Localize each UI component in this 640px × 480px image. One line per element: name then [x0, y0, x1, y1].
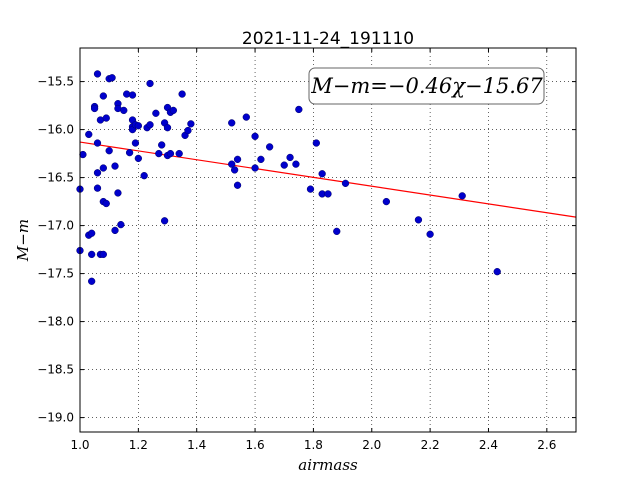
data-point — [163, 124, 172, 132]
annotation-text: M−m=−0.46χ−15.67 — [310, 74, 543, 98]
data-point — [146, 121, 154, 129]
data-point — [178, 90, 186, 98]
annotation-box — [308, 67, 545, 105]
data-point — [155, 149, 163, 158]
data-point — [333, 227, 341, 236]
y-tick-label: −18.5 — [37, 363, 74, 377]
data-point — [93, 139, 102, 147]
data-point — [146, 79, 154, 88]
data-point — [140, 172, 148, 180]
data-point — [102, 114, 110, 122]
grid-lines — [80, 48, 576, 432]
x-tick-label: 1.2 — [129, 438, 148, 452]
y-tick-label: −16.0 — [37, 123, 74, 137]
data-point — [233, 155, 242, 164]
data-point — [295, 105, 303, 114]
data-point — [292, 160, 300, 168]
x-tick-label: 2.2 — [421, 438, 440, 452]
data-point — [169, 106, 178, 115]
data-point — [458, 192, 466, 200]
data-point — [134, 154, 143, 163]
data-point — [257, 155, 265, 164]
x-tick-label: 1.4 — [187, 438, 206, 452]
data-point — [175, 149, 183, 158]
data-point — [382, 197, 391, 206]
x-axis-label: airmass — [298, 456, 358, 474]
data-point — [306, 185, 315, 193]
data-point — [117, 220, 125, 229]
data-point — [242, 113, 250, 121]
x-tick-label: 2.6 — [537, 438, 556, 452]
data-point — [286, 153, 294, 162]
data-point — [99, 92, 107, 100]
data-point — [99, 250, 107, 259]
data-point — [120, 106, 128, 115]
plot-frame — [79, 47, 577, 433]
y-tick-label: −17.0 — [37, 219, 74, 233]
data-point — [85, 130, 93, 139]
data-point — [280, 161, 288, 169]
data-point — [187, 120, 195, 128]
data-point — [158, 141, 166, 149]
data-points — [76, 70, 501, 285]
data-point — [312, 139, 320, 147]
data-point — [426, 230, 434, 238]
y-tick-label: −17.5 — [37, 267, 74, 281]
data-point — [93, 184, 102, 192]
data-point — [318, 170, 326, 178]
data-point — [324, 190, 332, 198]
data-point — [88, 277, 96, 285]
y-axis-label: M−m — [14, 219, 32, 262]
data-point — [152, 109, 160, 117]
fit-line — [79, 141, 577, 218]
data-point — [134, 122, 143, 130]
data-point — [265, 143, 274, 151]
data-point — [228, 160, 236, 168]
data-point — [251, 164, 259, 172]
y-tick-label: −19.0 — [37, 411, 74, 425]
data-point — [341, 179, 350, 188]
data-point — [88, 229, 96, 237]
data-point — [108, 74, 116, 82]
fit-line-group — [79, 141, 577, 218]
data-point — [88, 250, 96, 259]
data-point — [90, 104, 99, 113]
data-point — [93, 169, 102, 177]
x-tick-label: 2.4 — [479, 438, 498, 452]
data-point — [93, 70, 102, 78]
y-tick-label: −18.0 — [37, 315, 74, 329]
data-point — [493, 268, 501, 276]
data-point — [131, 139, 140, 147]
x-tick-label: 2.0 — [362, 438, 381, 452]
data-point — [184, 126, 192, 135]
y-tick-label: −15.5 — [37, 75, 74, 89]
x-tick-label: 1.8 — [304, 438, 323, 452]
x-tick-label: 1.6 — [246, 438, 265, 452]
data-point — [111, 162, 119, 170]
data-point — [125, 148, 134, 157]
data-point — [128, 91, 137, 99]
data-point — [160, 217, 169, 225]
y-tick-label: −16.5 — [37, 171, 74, 185]
fit-annotation: M−m=−0.46χ−15.67 — [308, 67, 545, 105]
data-point — [79, 150, 87, 159]
data-point — [228, 119, 236, 127]
data-point — [102, 199, 110, 208]
data-point — [230, 166, 239, 174]
chart-title: 2021-11-24_191110 — [242, 29, 414, 49]
data-point — [166, 149, 175, 158]
data-point — [233, 181, 242, 189]
data-point — [111, 226, 119, 235]
data-point — [414, 216, 423, 224]
x-tick-label: 1.0 — [70, 438, 89, 452]
data-point — [105, 147, 113, 155]
data-point — [99, 164, 107, 172]
data-point — [251, 132, 259, 140]
axis-ticks: 1.0 1.2 1.4 1.6 1.8 2.0 2.2 2.4 2.6 −15.5 −16.0 −16… — [37, 48, 576, 452]
data-point — [114, 189, 122, 197]
